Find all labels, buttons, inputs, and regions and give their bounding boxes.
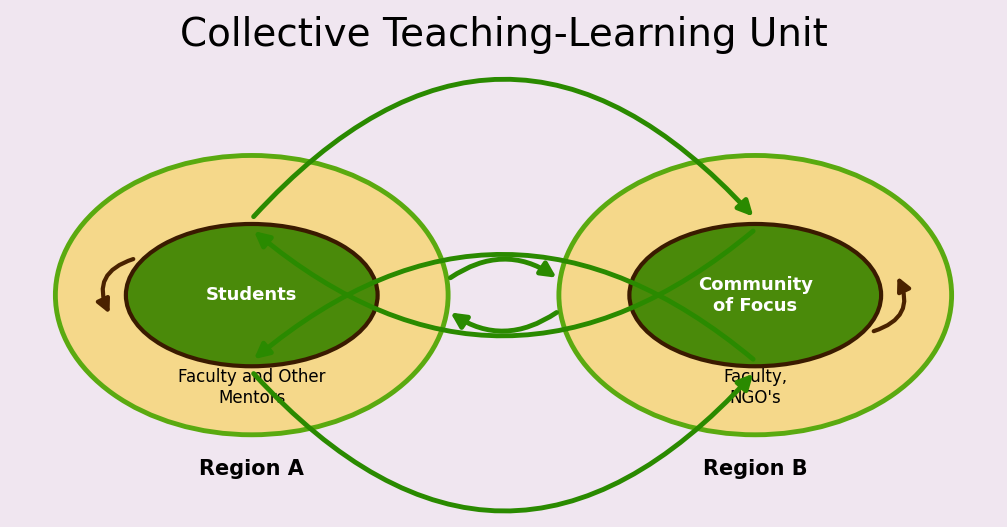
Text: Region A: Region A (199, 459, 304, 479)
Text: Region B: Region B (703, 459, 808, 479)
Ellipse shape (559, 155, 952, 435)
Text: Faculty,
NGO's: Faculty, NGO's (723, 368, 787, 407)
Text: Students: Students (206, 286, 297, 304)
Ellipse shape (629, 224, 881, 366)
Ellipse shape (126, 224, 378, 366)
Text: Faculty and Other
Mentors: Faculty and Other Mentors (178, 368, 325, 407)
Ellipse shape (55, 155, 448, 435)
Text: Collective Teaching-Learning Unit: Collective Teaching-Learning Unit (179, 16, 828, 54)
Text: Community
of Focus: Community of Focus (698, 276, 813, 315)
